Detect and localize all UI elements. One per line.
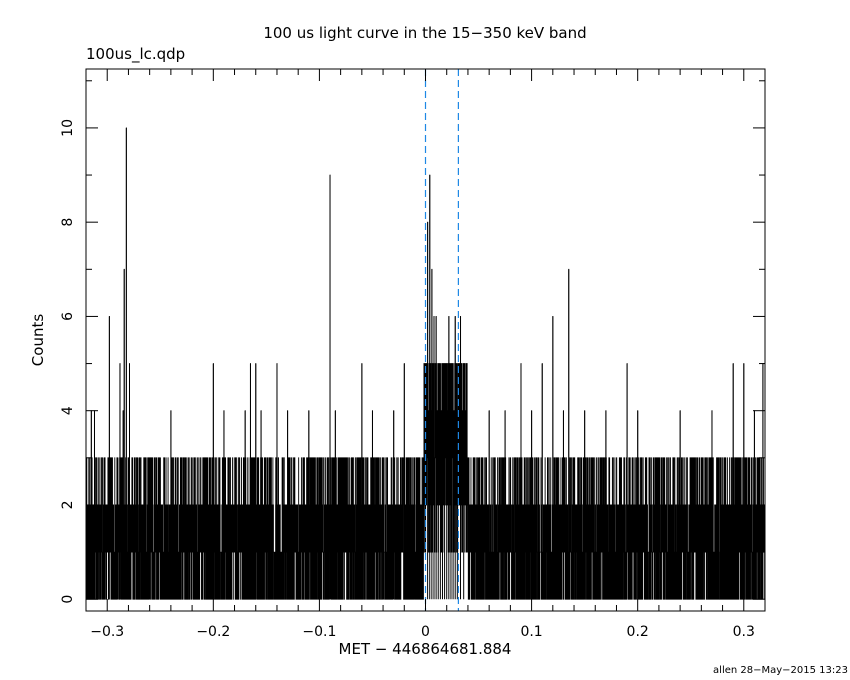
- footer-stamp: allen 28−May−2015 13:23: [713, 665, 848, 676]
- x-tick-label: 0.1: [520, 624, 542, 640]
- y-tick-label: 0: [60, 595, 76, 604]
- x-tick-label: 0.2: [627, 624, 649, 640]
- y-tick-label: 6: [60, 312, 76, 321]
- chart-title: 100 us light curve in the 15−350 keV ban…: [263, 24, 586, 42]
- x-tick-label: −0.3: [90, 624, 124, 640]
- y-tick-label: 10: [60, 119, 76, 137]
- x-tick-label: −0.1: [302, 624, 336, 640]
- x-tick-label: 0: [421, 624, 430, 640]
- y-tick-label: 8: [60, 218, 76, 227]
- x-axis-label: MET − 446864681.884: [339, 640, 512, 658]
- chart-subtitle: 100us_lc.qdp: [86, 45, 185, 64]
- x-tick-label: 0.3: [733, 624, 755, 640]
- y-tick-label: 4: [60, 406, 76, 415]
- y-tick-label: 2: [60, 500, 76, 509]
- data-layer: [85, 127, 766, 600]
- x-tick-label: −0.2: [196, 624, 230, 640]
- light-curve-series: [85, 127, 766, 600]
- axes-layer: −0.3 −0.2 −0.1 0 0.1 0.2 0.3 0 2 4 6 8 10: [60, 68, 766, 640]
- marker-layer: [424, 69, 459, 611]
- y-axis-label: Counts: [29, 314, 47, 367]
